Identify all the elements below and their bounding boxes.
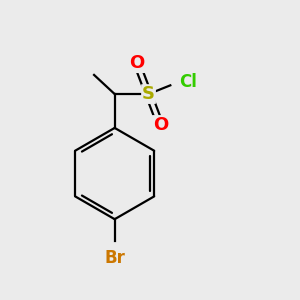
- Text: O: O: [153, 116, 168, 134]
- Text: Cl: Cl: [179, 73, 197, 91]
- Text: S: S: [142, 85, 155, 103]
- Text: O: O: [129, 54, 144, 72]
- Text: Br: Br: [104, 249, 125, 267]
